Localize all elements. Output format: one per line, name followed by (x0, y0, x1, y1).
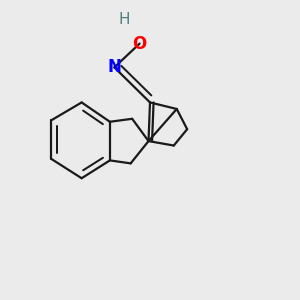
Text: N: N (107, 58, 121, 76)
Text: O: O (133, 34, 147, 52)
Text: H: H (118, 12, 130, 27)
